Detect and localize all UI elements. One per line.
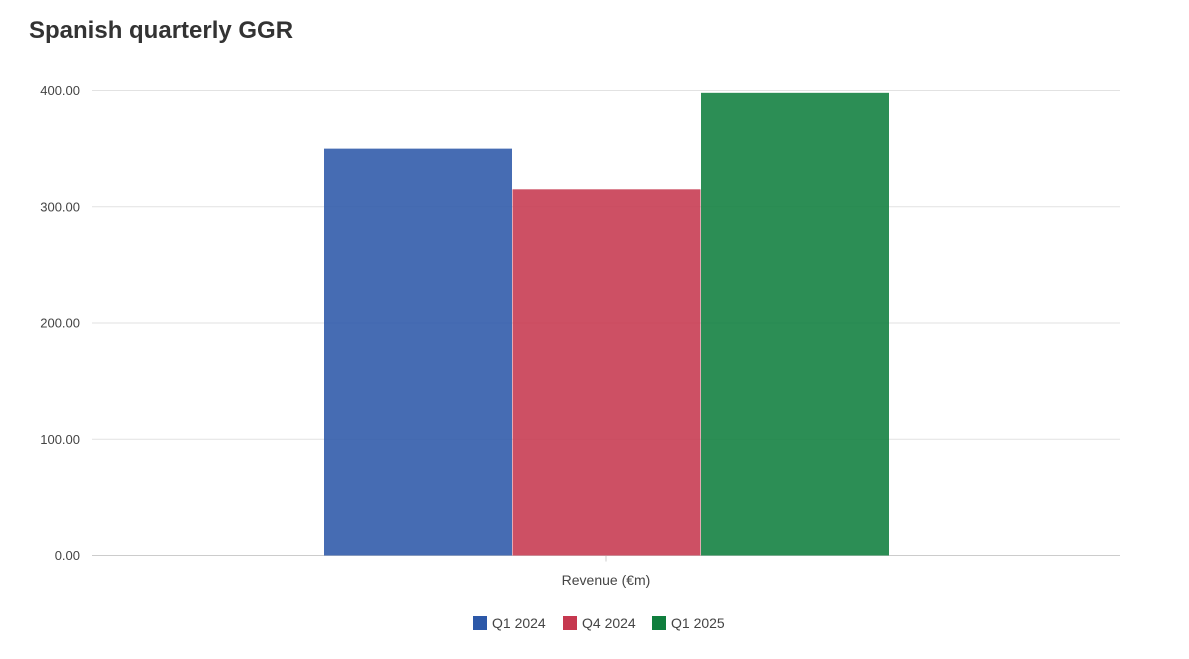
legend-swatch xyxy=(563,616,577,630)
legend-label: Q1 2024 xyxy=(492,615,546,631)
legend-label: Q4 2024 xyxy=(582,615,636,631)
x-category-label: Revenue (€m) xyxy=(562,572,651,588)
y-tick-label: 400.00 xyxy=(40,83,80,98)
legend-item[interactable]: Q1 2025 xyxy=(652,615,725,631)
bar[interactable] xyxy=(324,148,512,556)
legend: Q1 2024 Q4 2024 Q1 2025 xyxy=(473,615,725,631)
y-tick-label: 0.00 xyxy=(55,548,80,563)
y-tick-label: 100.00 xyxy=(40,432,80,447)
legend-swatch xyxy=(652,616,666,630)
bars xyxy=(324,92,889,556)
chart-title: Spanish quarterly GGR xyxy=(29,17,294,44)
y-axis: 0.00 100.00 200.00 300.00 400.00 xyxy=(40,83,80,563)
y-tick-label: 300.00 xyxy=(40,199,80,214)
y-tick-label: 200.00 xyxy=(40,316,80,331)
legend-item[interactable]: Q4 2024 xyxy=(563,615,636,631)
x-axis: Revenue (€m) xyxy=(562,555,651,588)
legend-label: Q1 2025 xyxy=(671,615,725,631)
bar[interactable] xyxy=(701,92,889,556)
legend-item[interactable]: Q1 2024 xyxy=(473,615,546,631)
legend-swatch xyxy=(473,616,487,630)
bar[interactable] xyxy=(512,189,701,556)
